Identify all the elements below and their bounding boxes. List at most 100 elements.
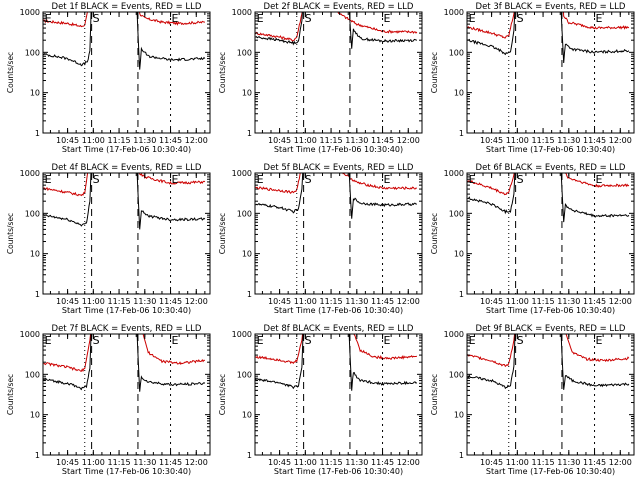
detector-panel-8: E S E 1 10 100 1000 10:45 11:00 11:15 11:30 11:45 12… bbox=[218, 324, 423, 476]
y-tick-label: 10 bbox=[454, 411, 464, 420]
x-tick-label: 10:45 bbox=[480, 458, 503, 467]
interval-marker-label: E bbox=[257, 12, 264, 25]
x-tick-label: 12:00 bbox=[397, 136, 420, 145]
x-tick-label: 10:45 bbox=[56, 297, 79, 306]
interval-marker-label: S bbox=[305, 12, 312, 25]
x-axis-label: Start Time (17-Feb-06 10:30:40) bbox=[274, 145, 403, 154]
y-tick-label: 1 bbox=[35, 290, 40, 299]
y-tick-label: 10 bbox=[242, 411, 252, 420]
y-tick-label: 1000 bbox=[20, 8, 40, 17]
y-tick-label: 100 bbox=[449, 370, 464, 379]
x-tick-label: 11:45 bbox=[159, 458, 182, 467]
y-tick-label: 10 bbox=[454, 89, 464, 98]
plot-frame bbox=[254, 172, 423, 295]
lld-rate-line bbox=[255, 12, 418, 42]
y-axis-label: Counts/sec bbox=[218, 213, 227, 254]
lld-rate-line bbox=[467, 173, 630, 196]
x-tick-label: 10:45 bbox=[56, 458, 79, 467]
x-tick-label: 12:00 bbox=[185, 297, 208, 306]
x-axis-label: Start Time (17-Feb-06 10:30:40) bbox=[274, 467, 403, 476]
interval-marker-label: E bbox=[596, 173, 603, 186]
x-tick-label: 11:00 bbox=[294, 297, 317, 306]
x-axis-label: Start Time (17-Feb-06 10:30:40) bbox=[486, 306, 615, 315]
panel-title: Det 3f BLACK = Events, RED = LLD bbox=[476, 2, 626, 12]
panel-title: Det 7f BLACK = Events, RED = LLD bbox=[52, 324, 202, 334]
interval-marker-label: E bbox=[257, 173, 264, 186]
x-tick-label: 10:45 bbox=[480, 297, 503, 306]
interval-marker-label: E bbox=[172, 12, 179, 25]
panel-title: Det 1f BLACK = Events, RED = LLD bbox=[52, 2, 202, 12]
y-tick-label: 100 bbox=[237, 370, 252, 379]
detector-panel-7: E S E 1 10 100 1000 10:45 11:00 11:15 11:30 11:45 12… bbox=[6, 324, 211, 476]
x-axis-label: Start Time (17-Feb-06 10:30:40) bbox=[486, 145, 615, 154]
event-rate-line bbox=[43, 12, 206, 70]
x-axis-label: Start Time (17-Feb-06 10:30:40) bbox=[274, 306, 403, 315]
plot-frame bbox=[42, 172, 211, 295]
x-tick-label: 10:45 bbox=[268, 458, 291, 467]
y-axis-label: Counts/sec bbox=[6, 213, 15, 254]
event-rate-line bbox=[43, 173, 206, 230]
x-tick-label: 11:00 bbox=[82, 136, 105, 145]
detector-panel-6: E S E 1 10 100 1000 10:45 11:00 11:15 11:30 11:45 12… bbox=[430, 163, 635, 315]
y-tick-label: 100 bbox=[237, 209, 252, 218]
interval-marker-label: E bbox=[596, 12, 603, 25]
x-tick-label: 11:45 bbox=[371, 136, 394, 145]
x-tick-label: 11:30 bbox=[345, 297, 368, 306]
y-tick-label: 10 bbox=[242, 89, 252, 98]
x-tick-label: 10:45 bbox=[480, 136, 503, 145]
x-tick-label: 11:30 bbox=[345, 458, 368, 467]
y-axis-label: Counts/sec bbox=[218, 374, 227, 415]
interval-marker-label: E bbox=[596, 334, 603, 347]
x-tick-label: 11:00 bbox=[82, 297, 105, 306]
interval-marker-label: S bbox=[305, 173, 312, 186]
y-tick-label: 1000 bbox=[444, 8, 464, 17]
y-tick-label: 100 bbox=[25, 370, 40, 379]
interval-marker-label: E bbox=[45, 173, 52, 186]
plot-frame bbox=[254, 11, 423, 134]
x-tick-label: 11:30 bbox=[557, 458, 580, 467]
interval-marker-label: S bbox=[305, 334, 312, 347]
x-tick-label: 11:00 bbox=[506, 458, 529, 467]
y-tick-label: 10 bbox=[454, 250, 464, 259]
event-rate-line bbox=[255, 334, 418, 391]
lld-rate-line bbox=[43, 12, 206, 28]
y-axis-label: Counts/sec bbox=[430, 52, 439, 93]
x-tick-label: 11:00 bbox=[82, 458, 105, 467]
plot-frame bbox=[42, 11, 211, 134]
y-tick-label: 1 bbox=[459, 290, 464, 299]
interval-marker-label: E bbox=[257, 334, 264, 347]
x-tick-label: 11:00 bbox=[294, 458, 317, 467]
y-tick-label: 100 bbox=[25, 209, 40, 218]
y-tick-label: 1 bbox=[247, 129, 252, 138]
detector-panel-4: E S E 1 10 100 1000 10:45 11:00 11:15 11:30 11:45 12… bbox=[6, 163, 211, 315]
event-rate-line bbox=[255, 12, 418, 49]
x-tick-label: 12:00 bbox=[185, 136, 208, 145]
interval-marker-label: E bbox=[384, 334, 391, 347]
x-tick-label: 12:00 bbox=[609, 458, 632, 467]
x-tick-label: 11:15 bbox=[108, 297, 131, 306]
y-axis-label: Counts/sec bbox=[430, 374, 439, 415]
x-tick-label: 11:30 bbox=[133, 297, 156, 306]
event-rate-line bbox=[43, 334, 206, 392]
interval-marker-label: E bbox=[469, 173, 476, 186]
x-tick-label: 11:15 bbox=[108, 136, 131, 145]
x-tick-label: 12:00 bbox=[397, 458, 420, 467]
x-tick-label: 11:30 bbox=[345, 136, 368, 145]
panel-title: Det 5f BLACK = Events, RED = LLD bbox=[264, 163, 414, 173]
panel-title: Det 8f BLACK = Events, RED = LLD bbox=[264, 324, 414, 334]
x-tick-label: 10:45 bbox=[268, 136, 291, 145]
lld-rate-line bbox=[255, 173, 418, 194]
panel-title: Det 4f BLACK = Events, RED = LLD bbox=[52, 163, 202, 173]
x-tick-label: 11:45 bbox=[583, 458, 606, 467]
y-tick-label: 1 bbox=[35, 451, 40, 460]
interval-marker-label: E bbox=[172, 334, 179, 347]
detector-panel-2: E S E 1 10 100 1000 10:45 11:00 11:15 11:30 11:45 12… bbox=[218, 2, 423, 154]
x-tick-label: 11:45 bbox=[371, 458, 394, 467]
y-tick-label: 1000 bbox=[232, 169, 252, 178]
panel-title: Det 2f BLACK = Events, RED = LLD bbox=[264, 2, 414, 12]
y-tick-label: 1 bbox=[459, 129, 464, 138]
x-tick-label: 11:30 bbox=[133, 458, 156, 467]
x-tick-label: 11:15 bbox=[532, 297, 555, 306]
y-tick-label: 1000 bbox=[20, 330, 40, 339]
y-tick-label: 100 bbox=[237, 48, 252, 57]
